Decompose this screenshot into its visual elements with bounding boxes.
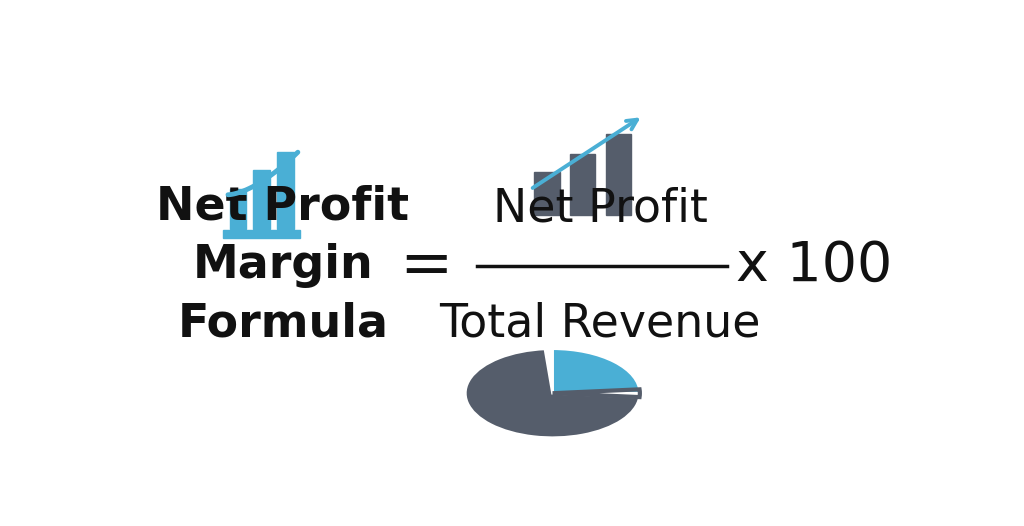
Wedge shape — [553, 349, 640, 393]
Text: Formula: Formula — [177, 302, 388, 347]
Bar — [570, 154, 595, 215]
Text: x 100: x 100 — [736, 239, 893, 292]
Bar — [229, 189, 246, 229]
Text: Margin: Margin — [193, 243, 373, 288]
Text: =: = — [399, 235, 453, 297]
Text: Net Profit: Net Profit — [493, 186, 708, 231]
Text: Net Profit: Net Profit — [157, 185, 410, 229]
Bar — [606, 134, 631, 215]
Bar — [223, 230, 300, 238]
Wedge shape — [465, 349, 640, 438]
Bar — [253, 170, 270, 229]
Bar — [535, 173, 560, 215]
Bar — [278, 152, 294, 229]
Text: Total Revenue: Total Revenue — [439, 302, 761, 347]
